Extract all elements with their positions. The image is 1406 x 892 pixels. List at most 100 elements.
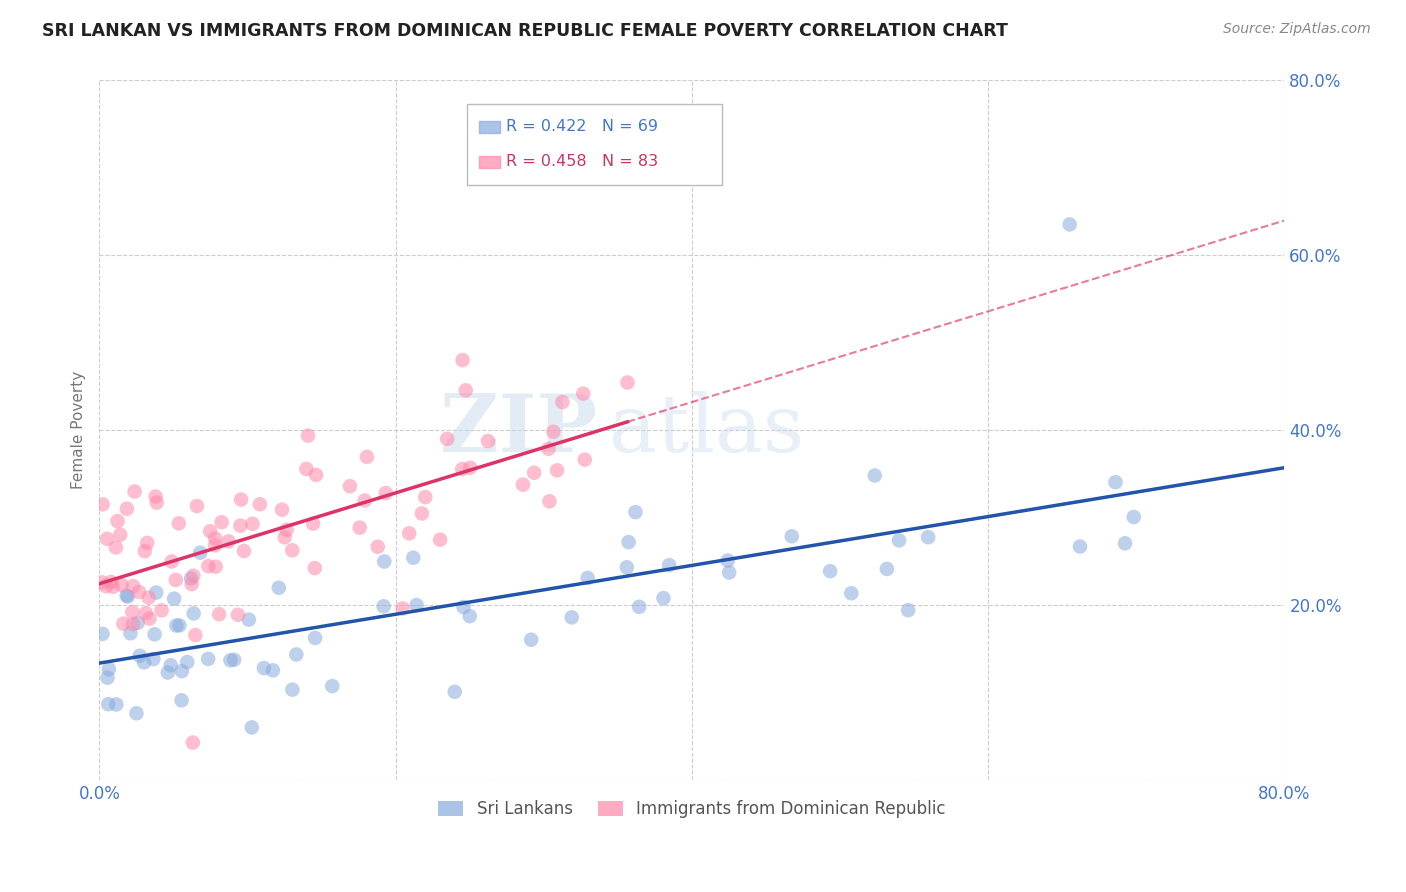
Point <box>184 628 207 642</box>
Point <box>616 376 638 390</box>
Point <box>110 578 132 592</box>
Point <box>551 395 574 409</box>
Point <box>458 609 481 624</box>
Point <box>321 679 343 693</box>
Point <box>262 664 284 678</box>
Point <box>121 605 143 619</box>
Point <box>917 530 939 544</box>
Point <box>443 685 465 699</box>
Point <box>271 502 294 516</box>
Point <box>253 661 276 675</box>
Point <box>115 501 138 516</box>
Point <box>367 540 389 554</box>
Point <box>652 591 675 606</box>
Point <box>165 573 187 587</box>
FancyBboxPatch shape <box>478 155 501 169</box>
Point <box>120 626 142 640</box>
Point <box>211 515 233 529</box>
Point <box>297 428 319 442</box>
Point <box>180 572 202 586</box>
Point <box>96 532 118 546</box>
Point <box>897 603 920 617</box>
Point <box>197 652 219 666</box>
Point <box>134 544 156 558</box>
Point <box>91 627 114 641</box>
Text: atlas: atlas <box>609 391 804 469</box>
Point <box>616 560 638 574</box>
Point <box>233 544 256 558</box>
Point <box>411 507 433 521</box>
Point <box>304 561 326 575</box>
Point <box>183 607 205 621</box>
Point <box>169 618 191 632</box>
Point <box>1122 510 1144 524</box>
Point <box>1069 540 1091 554</box>
Point <box>197 559 219 574</box>
Point <box>304 631 326 645</box>
Point <box>353 493 375 508</box>
Point <box>132 656 155 670</box>
Point <box>156 665 179 680</box>
Point <box>226 607 249 622</box>
Point <box>453 599 475 614</box>
Point <box>458 460 481 475</box>
Point <box>543 425 565 439</box>
Point <box>429 533 451 547</box>
Point <box>167 516 190 531</box>
Point <box>576 571 599 585</box>
Point <box>628 599 651 614</box>
Point <box>218 534 240 549</box>
Point <box>104 541 127 555</box>
Point <box>436 432 458 446</box>
Point <box>143 627 166 641</box>
Point <box>97 662 120 676</box>
Point <box>339 479 361 493</box>
Text: Source: ZipAtlas.com: Source: ZipAtlas.com <box>1223 22 1371 37</box>
Point <box>135 606 157 620</box>
Text: SRI LANKAN VS IMMIGRANTS FROM DOMINICAN REPUBLIC FEMALE POVERTY CORRELATION CHAR: SRI LANKAN VS IMMIGRANTS FROM DOMINICAN … <box>42 22 1008 40</box>
Point <box>267 581 290 595</box>
Point <box>402 550 425 565</box>
Point <box>204 559 226 574</box>
Point <box>561 610 583 624</box>
Point <box>718 566 741 580</box>
Point <box>138 611 160 625</box>
Point <box>520 632 543 647</box>
Point <box>100 574 122 589</box>
Point <box>176 655 198 669</box>
Point <box>285 648 308 662</box>
Point <box>136 536 159 550</box>
Point <box>391 601 413 615</box>
Point <box>108 527 131 541</box>
Point <box>454 384 477 398</box>
Point <box>349 521 371 535</box>
Point <box>188 546 211 560</box>
Point <box>574 452 596 467</box>
Point <box>115 589 138 603</box>
Point <box>122 579 145 593</box>
Point <box>1114 536 1136 550</box>
Point <box>94 579 117 593</box>
Point <box>373 599 395 614</box>
Point <box>160 554 183 568</box>
Point <box>165 618 187 632</box>
Point <box>451 353 474 368</box>
Text: R = 0.458   N = 83: R = 0.458 N = 83 <box>506 154 658 169</box>
Point <box>181 568 204 582</box>
Point <box>170 693 193 707</box>
Point <box>1059 218 1081 232</box>
Point <box>145 585 167 599</box>
Text: ZIP: ZIP <box>440 391 598 469</box>
Point <box>229 518 252 533</box>
Point <box>127 615 149 630</box>
Point <box>305 467 328 482</box>
Point <box>413 490 436 504</box>
Point <box>138 591 160 605</box>
Point <box>181 735 204 749</box>
FancyBboxPatch shape <box>467 104 721 185</box>
Point <box>276 523 298 537</box>
Point <box>208 607 231 622</box>
Point <box>295 462 318 476</box>
Point <box>96 671 118 685</box>
Point <box>200 524 222 539</box>
